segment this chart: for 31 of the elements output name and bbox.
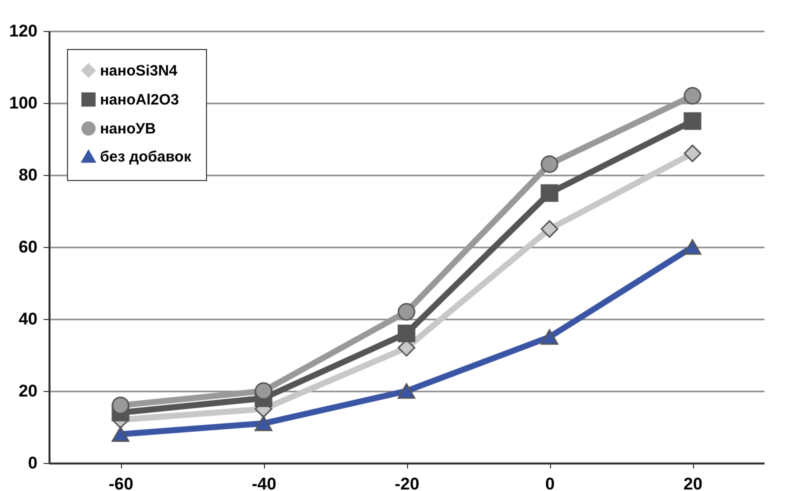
point — [684, 87, 702, 105]
legend-label: наноУВ — [100, 120, 156, 138]
point — [398, 383, 416, 399]
legend-label: наноSi3N4 — [100, 62, 178, 80]
point — [112, 396, 130, 414]
y-tick-label: 40 — [18, 310, 38, 328]
point — [540, 155, 558, 173]
point — [254, 382, 272, 400]
point — [684, 239, 702, 255]
point — [540, 220, 558, 238]
point — [398, 303, 416, 321]
point — [112, 426, 130, 442]
y-tick-label: 60 — [18, 238, 38, 256]
point — [684, 112, 702, 130]
y-tick-label: 20 — [18, 382, 38, 400]
x-tick-label: 0 — [545, 474, 555, 491]
y-tick-label: 100 — [9, 94, 38, 112]
point — [684, 144, 702, 162]
x-tick-label: -60 — [108, 474, 134, 491]
point — [398, 324, 416, 342]
x-tick-label: -20 — [394, 474, 420, 491]
y-tick-label: 0 — [28, 454, 38, 472]
x-tick-label: -40 — [252, 474, 276, 491]
y-tick-label: 120 — [9, 22, 38, 40]
y-tick-label: 80 — [18, 166, 38, 184]
point — [540, 329, 558, 345]
point — [254, 416, 272, 432]
legend-label: наноAl2O3 — [100, 92, 179, 108]
legend-label: без добавок — [100, 148, 192, 166]
point — [540, 184, 558, 202]
x-tick-label: 20 — [684, 474, 702, 491]
